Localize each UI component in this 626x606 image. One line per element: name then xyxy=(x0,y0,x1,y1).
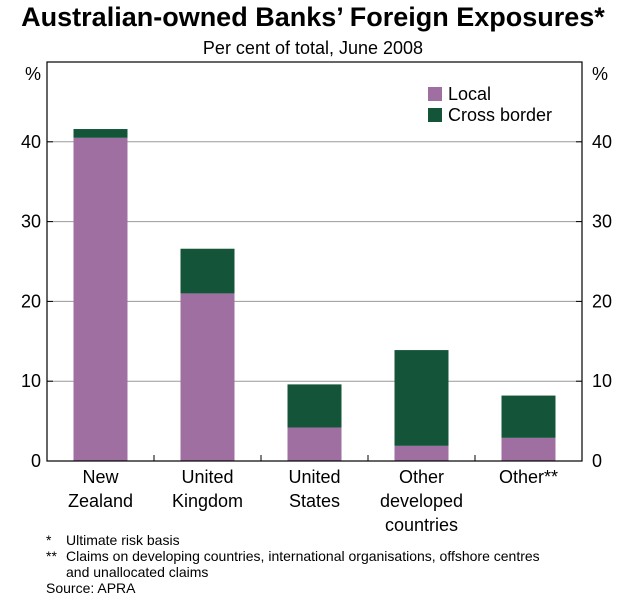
source-note: Source: APRA xyxy=(46,580,136,596)
category-label-1-0: United xyxy=(181,467,233,487)
legend-label-1: Cross border xyxy=(448,105,552,125)
category-label-4-0: Other** xyxy=(499,467,558,487)
legend-label-0: Local xyxy=(448,84,491,104)
chart-subtitle: Per cent of total, June 2008 xyxy=(202,38,424,58)
y-tick-label-right-40: 40 xyxy=(592,132,612,152)
y-tick-label-left-30: 30 xyxy=(21,212,41,232)
bar-0-local xyxy=(73,137,128,461)
category-label-3-2: countries xyxy=(385,515,458,535)
category-label-2-1: States xyxy=(289,491,340,511)
category-label-0-1: Zealand xyxy=(68,491,133,511)
legend-swatch-0 xyxy=(428,87,442,101)
y-tick-label-right-0: 0 xyxy=(592,451,602,471)
bar-0-cross-border xyxy=(73,129,128,138)
bar-4-local xyxy=(501,437,556,461)
bar-3-local xyxy=(394,445,449,461)
bar-3-cross-border xyxy=(394,350,449,446)
footnote-2-mark: ** xyxy=(46,548,57,564)
plot-frame xyxy=(46,61,583,462)
footnote-1: * Ultimate risk basis xyxy=(46,532,566,548)
bar-2-cross-border xyxy=(287,384,342,428)
y-tick-label-left-0: 0 xyxy=(31,451,41,471)
bar-2-local xyxy=(287,427,342,461)
y-tick-label-left-10: 10 xyxy=(21,371,41,391)
category-label-0-0: New xyxy=(82,467,119,487)
chart-title: Australian-owned Banks’ Foreign Exposure… xyxy=(21,2,605,32)
y-tick-label-left-20: 20 xyxy=(21,291,41,311)
bar-4-cross-border xyxy=(501,395,556,438)
y-tick-label-right-30: 30 xyxy=(592,212,612,232)
category-label-3-1: developed xyxy=(380,491,463,511)
category-label-1-1: Kingdom xyxy=(172,491,243,511)
y-tick-label-right-20: 20 xyxy=(592,291,612,311)
legend-swatch-1 xyxy=(428,108,442,122)
category-label-2-0: United xyxy=(288,467,340,487)
y-tick-label-left-40: 40 xyxy=(21,132,41,152)
footnote-2: ** Claims on developing countries, inter… xyxy=(46,548,566,580)
bar-1-local xyxy=(180,293,235,461)
footnote-1-mark: * xyxy=(46,532,52,548)
category-label-3-0: Other xyxy=(399,467,444,487)
bar-1-cross-border xyxy=(180,248,235,294)
y-unit-right: % xyxy=(592,64,608,84)
footnotes: * Ultimate risk basis ** Claims on devel… xyxy=(46,532,566,596)
footnote-2-text: Claims on developing countries, internat… xyxy=(66,548,540,580)
footnote-1-text: Ultimate risk basis xyxy=(66,532,180,548)
y-tick-label-right-10: 10 xyxy=(592,371,612,391)
y-unit-left: % xyxy=(25,64,41,84)
